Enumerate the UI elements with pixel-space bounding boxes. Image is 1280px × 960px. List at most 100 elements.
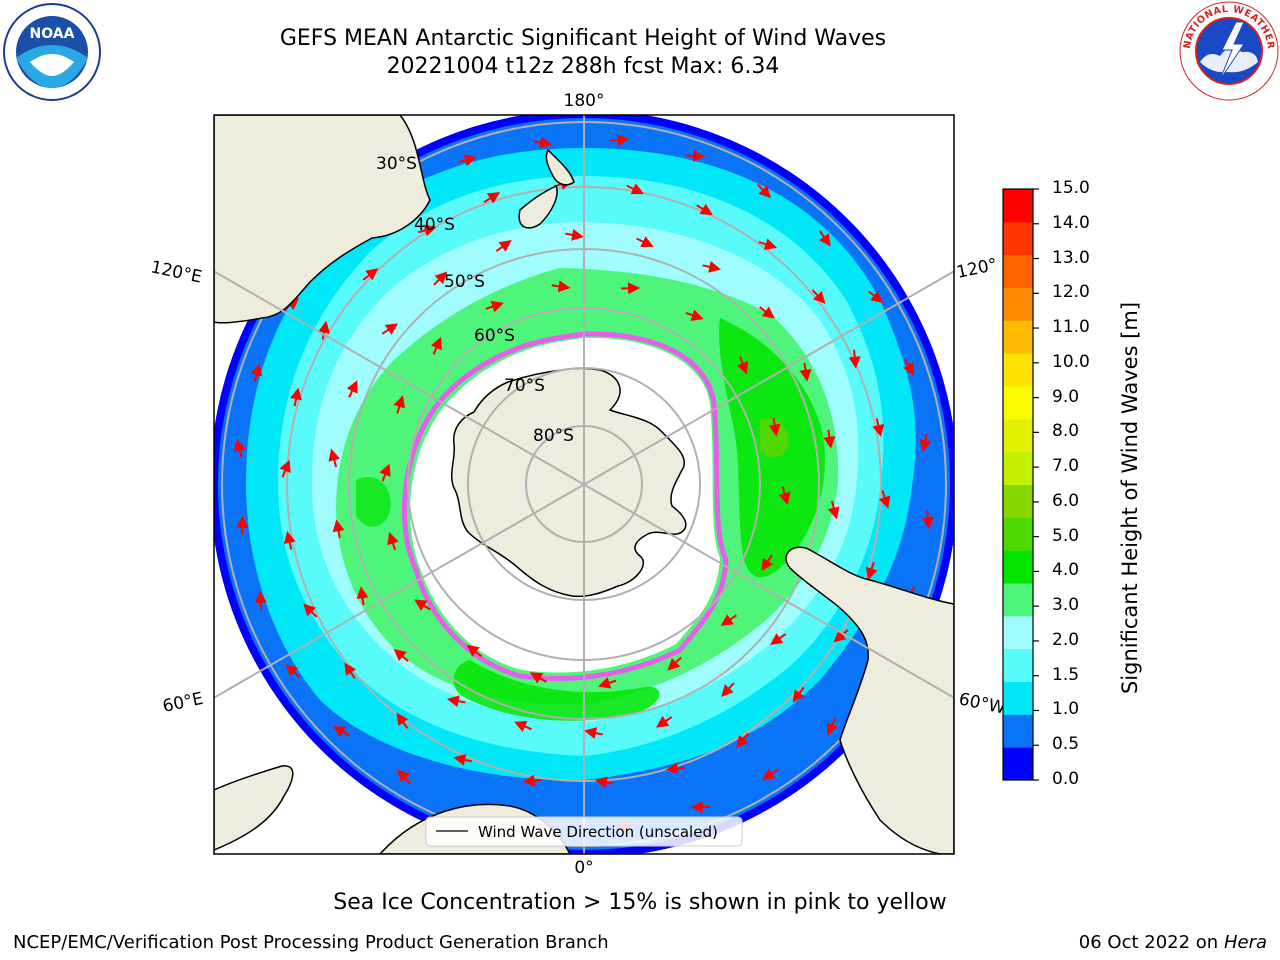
wind-wave-arrow [866,561,878,581]
wind-wave-arrow [446,695,466,708]
wind-wave-arrow [285,664,301,678]
south-america-land [785,546,954,854]
colorbar-tick-label: 1.0 [1052,699,1080,720]
colorbar [1003,189,1033,781]
lat-label-70S: 70°S [504,376,545,396]
wind-wave-arrow [823,429,836,449]
wind-wave-arrow [333,725,350,738]
wind-wave-arrow [485,300,504,313]
colorbar-tick-label: 15.0 [1052,178,1090,198]
wind-wave-arrow [279,459,291,478]
wind-wave-arrow [551,280,571,293]
legend-label: Wind Wave Direction (unscaled) [478,823,718,841]
wind-wave-arrow [458,154,477,167]
wind-wave-arrow [433,271,448,286]
colorbar-segment [1003,353,1033,387]
map-legend: Wind Wave Direction (unscaled) [425,816,743,847]
colorbar-tick-label: 11.0 [1052,317,1090,338]
new-zealand-north [545,148,575,186]
wind-wave-arrow [393,648,409,662]
wind-wave-arrow [921,510,934,530]
wind-wave-arrow [636,236,654,247]
colorbar-tick-label: 9.0 [1052,386,1080,407]
wind-wave-arrow [346,380,358,398]
wind-wave-arrow [397,769,411,785]
new-zealand-south [518,184,558,229]
wind-wave-arrow [522,774,542,787]
colorbar-tick-label: 14.0 [1052,212,1090,233]
footer-date: 06 Oct 2022 on Hera [1079,932,1267,953]
wind-wave-arrow [758,238,778,250]
wind-wave-arrow [826,717,838,736]
footer-machine: Hera [1223,932,1267,953]
wind-wave-arrow [598,677,617,689]
sea-ice-note: Sea Ice Concentration > 15% is shown in … [333,890,947,915]
lon-label-180: 180° [564,91,605,111]
wind-wave-arrow [867,290,884,304]
noaa-logo: NOAA [3,3,101,101]
wind-wave-arrow [759,306,775,319]
wind-wave-arrow [827,500,840,520]
wind-wave-arrow [466,644,483,658]
footer-date-text: 06 Oct 2022 on [1078,932,1219,953]
wind-wave-arrow [721,682,735,698]
lon-label-0: 0° [574,858,593,878]
colorbar-tick-label: 5.0 [1052,525,1080,546]
wind-wave-arrow [414,599,431,611]
colorbar-segment [1003,517,1033,551]
lat-label-50S: 50°S [444,272,485,292]
wind-wave-arrow [283,531,296,550]
africa-land [214,765,294,851]
wind-wave-arrow [902,358,914,376]
wind-wave-arrow [303,603,318,618]
wind-wave-arrow [757,183,772,199]
colorbar-segment [1003,484,1033,518]
wind-wave-arrow [332,519,345,539]
wind-wave-arrow [720,614,737,626]
colorbar-tick-label: 7.0 [1052,456,1080,477]
wind-wave-arrow [770,633,787,645]
wind-wave-arrow [799,362,812,382]
wind-wave-arrow [610,134,630,147]
lon-label-60E: 60°E [161,689,205,717]
colorbar-segment [1003,451,1033,485]
wind-wave-arrow [233,438,246,458]
antarctica [451,367,687,598]
wind-wave-arrow [667,656,682,671]
colorbar-tick-label: 4.0 [1052,560,1080,581]
wind-wave-arrow [381,323,399,335]
lon-label-120E: 120°E [149,257,204,287]
lat-label-80S: 80°S [533,426,574,446]
wind-wave-arrow [495,240,512,252]
noaa-logo-text: NOAA [30,26,75,42]
colorbar-segment [1003,583,1033,617]
wind-wave-arrow [736,732,750,749]
colorbar-label: Significant Height of Wind Waves [m] [1118,301,1142,695]
colorbar-segment [1003,320,1033,354]
colorbar-tick-label: 0.5 [1052,734,1080,755]
wind-wave-arrow [356,586,369,606]
colorbar-segment [1003,418,1033,453]
colorbar-segment [1003,254,1033,288]
colorbar-tick-label: 2.0 [1052,629,1080,650]
wind-wave-arrow [453,754,473,766]
wind-wave-arrow [393,395,406,414]
wind-wave-arrow [254,590,267,610]
wind-wave-arrow [919,433,932,452]
colorbar-tick-label: 6.0 [1052,490,1080,511]
colorbar-segment [1003,287,1033,321]
wind-wave-arrow [430,336,442,355]
wind-wave-arrow [328,448,341,468]
wind-wave-arrow [595,776,614,789]
wind-wave-arrow [818,230,831,247]
colorbar-tick-label: 12.0 [1052,282,1090,303]
wind-wave-arrow [584,727,603,739]
wind-wave-arrow [656,715,673,728]
wind-wave-arrow [872,418,885,437]
wind-wave-arrow [811,289,826,304]
wind-wave-arrow [514,721,532,732]
wind-wave-arrow [250,363,263,382]
colorbar-segment [1003,221,1033,256]
wind-wave-arrow [792,686,805,703]
